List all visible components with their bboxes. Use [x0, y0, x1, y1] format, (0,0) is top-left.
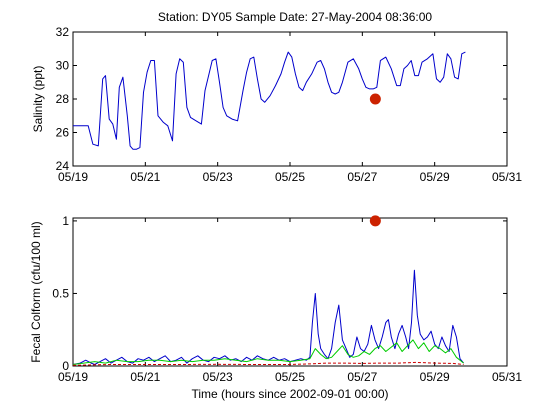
salinity-series — [73, 51, 466, 150]
salinity-sample-marker — [369, 93, 381, 105]
salinity-series-line — [73, 51, 466, 150]
fecal-coliform-y-tick-label: 0.5 — [52, 286, 69, 300]
salinity-x-tick-label: 05/23 — [203, 170, 233, 184]
salinity-panel: 05/19 05/21 05/23 05/25 05/27 05/29 05/31 24 26 2… — [31, 25, 522, 184]
salinity-x-tick-label: 05/29 — [420, 170, 450, 184]
fecal-coliform-y-tick-label: 0 — [62, 359, 69, 373]
salinity-x-tick-label: 05/19 — [58, 170, 88, 184]
fecal-coliform-series — [72, 215, 464, 366]
time-x-axis-label: Time (hours since 2002-09-01 00:00) — [192, 387, 389, 401]
salinity-y-axis-label: Salinity (ppt) — [31, 66, 45, 133]
salinity-x-tick-label: 05/27 — [347, 170, 377, 184]
fecal-coliform-y-tick-label: 1 — [62, 214, 69, 228]
salinity-x-tick-label: 05/21 — [130, 170, 160, 184]
fecal-coliform-x-tick-label: 05/31 — [492, 370, 522, 384]
chart-title: Station: DY05 Sample Date: 27-May-2004 0… — [158, 10, 432, 24]
fecal-coliform-series-line — [72, 361, 464, 366]
fecal-coliform-series-line — [72, 339, 464, 365]
salinity-ticks: 05/19 05/21 05/23 05/25 05/27 05/29 05/31 24 26 2… — [56, 25, 523, 184]
salinity-y-tick-label: 26 — [56, 126, 70, 140]
salinity-y-tick-label: 28 — [56, 92, 70, 106]
fecal-coliform-x-tick-label: 05/25 — [275, 370, 305, 384]
fecal-coliform-y-axis-label: Fecal Colform (cfu/100 ml) — [29, 221, 43, 362]
fecal-coliform-x-tick-label: 05/29 — [420, 370, 450, 384]
fecal-coliform-series-line — [72, 269, 464, 365]
salinity-y-tick-label: 24 — [56, 159, 70, 173]
fecal-coliform-x-tick-label: 05/21 — [130, 370, 160, 384]
fecal-coliform-sample-marker — [369, 215, 381, 227]
salinity-x-tick-label: 05/31 — [492, 170, 522, 184]
fecal-coliform-x-tick-label: 05/23 — [203, 370, 233, 384]
salinity-y-tick-label: 32 — [56, 25, 70, 39]
salinity-y-tick-label: 30 — [56, 59, 70, 73]
fecal-coliform-x-tick-label: 05/27 — [347, 370, 377, 384]
fecal-coliform-ticks: 05/19 05/21 05/23 05/25 05/27 05/29 05/31 0 0.5 1 — [52, 214, 522, 384]
fecal-coliform-x-tick-label: 05/19 — [58, 370, 88, 384]
salinity-x-tick-label: 05/25 — [275, 170, 305, 184]
fecal-coliform-panel: 05/19 05/21 05/23 05/25 05/27 05/29 05/31 0 0.5 1… — [29, 214, 522, 401]
